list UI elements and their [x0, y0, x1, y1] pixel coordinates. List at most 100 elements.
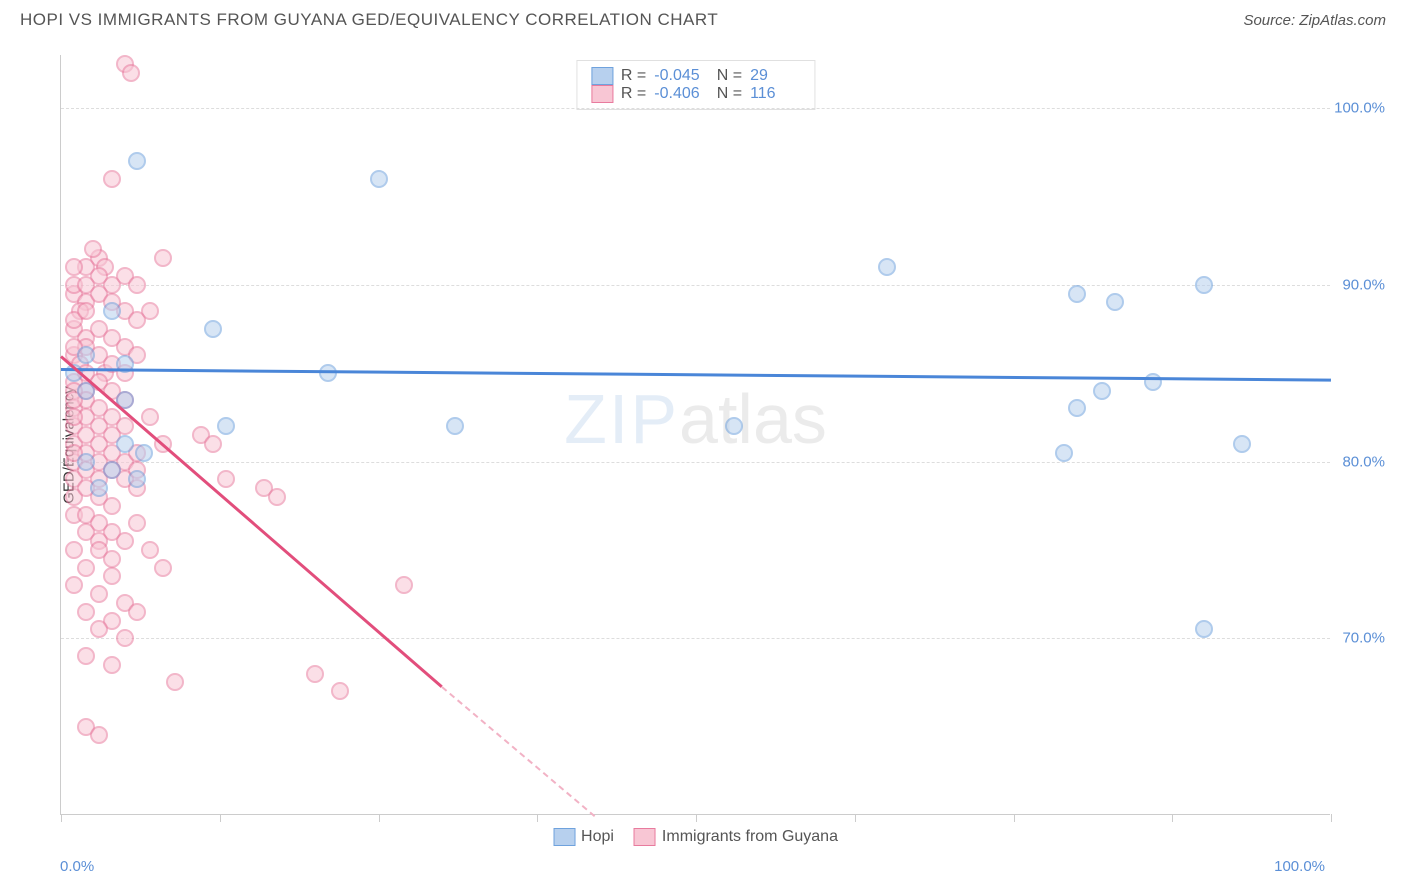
gridline — [61, 285, 1330, 286]
data-point — [166, 673, 184, 691]
header: HOPI VS IMMIGRANTS FROM GUYANA GED/EQUIV… — [0, 0, 1406, 35]
data-point — [141, 302, 159, 320]
data-point — [90, 726, 108, 744]
watermark: ZIPatlas — [564, 379, 827, 459]
r-value-2: -0.406 — [654, 85, 704, 103]
data-point — [90, 479, 108, 497]
x-tick — [696, 814, 697, 822]
n-value-2: 116 — [750, 85, 800, 103]
data-point — [1093, 382, 1111, 400]
data-point — [135, 444, 153, 462]
data-point — [204, 435, 222, 453]
data-point — [1055, 444, 1073, 462]
watermark-part1: ZIP — [564, 380, 679, 458]
x-tick — [220, 814, 221, 822]
data-point — [103, 461, 121, 479]
data-point — [128, 470, 146, 488]
data-point — [878, 258, 896, 276]
data-point — [217, 417, 235, 435]
x-tick — [1014, 814, 1015, 822]
data-point — [103, 550, 121, 568]
data-point — [154, 559, 172, 577]
y-tick-label: 90.0% — [1342, 276, 1385, 293]
data-point — [128, 276, 146, 294]
data-point — [1195, 620, 1213, 638]
legend-item: Hopi — [553, 828, 614, 846]
data-point — [103, 656, 121, 674]
swatch-series2 — [591, 85, 613, 103]
x-tick — [379, 814, 380, 822]
data-point — [204, 320, 222, 338]
data-point — [84, 240, 102, 258]
data-point — [446, 417, 464, 435]
source-attribution: Source: ZipAtlas.com — [1243, 12, 1386, 29]
data-point — [128, 152, 146, 170]
legend-label: Hopi — [581, 828, 614, 846]
legend-item: Immigrants from Guyana — [634, 828, 838, 846]
x-tick — [537, 814, 538, 822]
series-legend: Hopi Immigrants from Guyana — [553, 828, 838, 846]
legend-row-2: R = -0.406 N = 116 — [591, 85, 800, 103]
legend-swatch — [634, 828, 656, 846]
data-point — [122, 64, 140, 82]
watermark-part2: atlas — [679, 380, 827, 458]
data-point — [331, 682, 349, 700]
data-point — [103, 170, 121, 188]
n-label: N = — [712, 85, 742, 103]
x-tick — [61, 814, 62, 822]
data-point — [90, 620, 108, 638]
data-point — [77, 453, 95, 471]
data-point — [154, 249, 172, 267]
data-point — [116, 532, 134, 550]
data-point — [128, 514, 146, 532]
data-point — [116, 435, 134, 453]
data-point — [1233, 435, 1251, 453]
x-tick — [1331, 814, 1332, 822]
data-point — [370, 170, 388, 188]
y-tick-label: 80.0% — [1342, 453, 1385, 470]
y-tick-label: 100.0% — [1334, 100, 1385, 117]
data-point — [77, 603, 95, 621]
n-value-1: 29 — [750, 67, 800, 85]
legend-label: Immigrants from Guyana — [662, 828, 838, 846]
trendline — [61, 368, 1331, 382]
data-point — [65, 576, 83, 594]
data-point — [65, 541, 83, 559]
x-tick — [855, 814, 856, 822]
gridline — [61, 108, 1330, 109]
data-point — [103, 497, 121, 515]
chart-title: HOPI VS IMMIGRANTS FROM GUYANA GED/EQUIV… — [20, 10, 718, 30]
data-point — [1195, 276, 1213, 294]
data-point — [77, 647, 95, 665]
chart-area: GED/Equivalency ZIPatlas R = -0.045 N = … — [45, 45, 1385, 845]
data-point — [1068, 285, 1086, 303]
gridline — [61, 638, 1330, 639]
r-label: R = — [621, 67, 646, 85]
data-point — [65, 408, 83, 426]
trendline-extrapolated — [441, 686, 595, 817]
data-point — [1106, 293, 1124, 311]
n-label: N = — [712, 67, 742, 85]
legend-row-1: R = -0.045 N = 29 — [591, 67, 800, 85]
data-point — [103, 567, 121, 585]
data-point — [1068, 399, 1086, 417]
data-point — [141, 408, 159, 426]
legend-swatch — [553, 828, 575, 846]
data-point — [90, 585, 108, 603]
data-point — [306, 665, 324, 683]
gridline — [61, 462, 1330, 463]
data-point — [77, 276, 95, 294]
r-value-1: -0.045 — [654, 67, 704, 85]
data-point — [65, 258, 83, 276]
data-point — [1144, 373, 1162, 391]
correlation-legend: R = -0.045 N = 29 R = -0.406 N = 116 — [576, 60, 815, 110]
data-point — [77, 302, 95, 320]
data-point — [141, 541, 159, 559]
swatch-series1 — [591, 67, 613, 85]
data-point — [395, 576, 413, 594]
data-point — [77, 346, 95, 364]
y-tick-label: 70.0% — [1342, 630, 1385, 647]
data-point — [128, 603, 146, 621]
scatter-plot: ZIPatlas R = -0.045 N = 29 R = -0.406 N … — [60, 55, 1330, 815]
data-point — [268, 488, 286, 506]
